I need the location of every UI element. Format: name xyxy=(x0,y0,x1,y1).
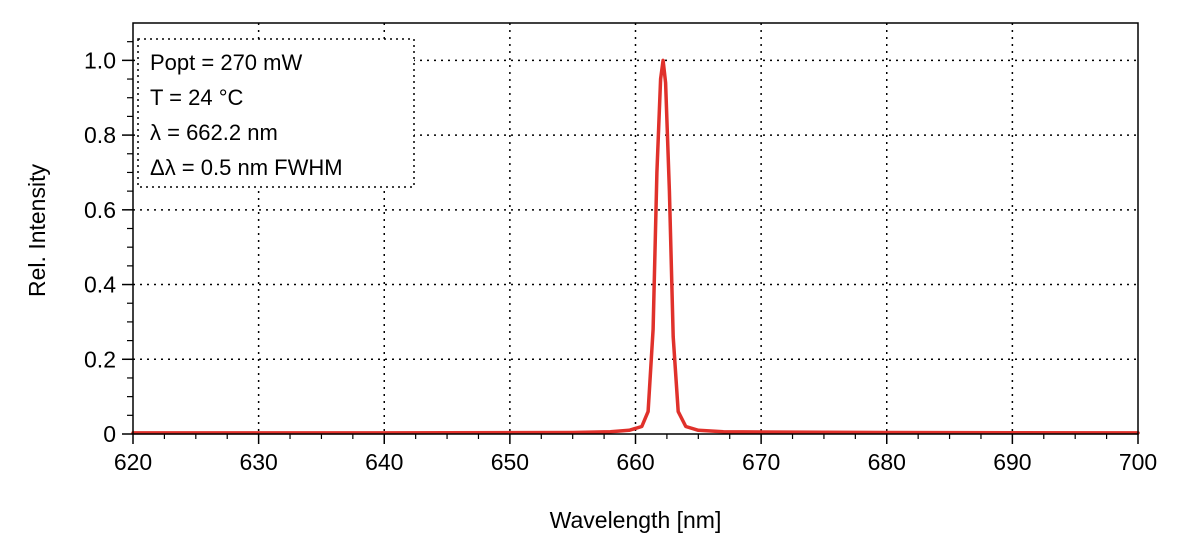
tick-layer: 620 630 640 650 660 670 680 690 700 0 0.2 0.4 0.6 0.8… xyxy=(84,47,1157,475)
x-tick-label: 640 xyxy=(365,449,403,475)
x-tick-label: 700 xyxy=(1119,449,1157,475)
annotation-wavelength: λ = 662.2 nm xyxy=(150,120,278,145)
y-axis-label: Rel. Intensity xyxy=(24,164,50,297)
annotation-linewidth: Δλ = 0.5 nm FWHM xyxy=(150,155,343,180)
minor-ticks xyxy=(127,41,1108,439)
x-tick-label: 680 xyxy=(868,449,906,475)
x-tick-label: 630 xyxy=(239,449,277,475)
annotation-box: Popt = 270 mW T = 24 °C λ = 662.2 nm Δλ … xyxy=(137,38,415,188)
y-tick-label: 1.0 xyxy=(84,47,116,73)
x-axis-label: Wavelength [nm] xyxy=(550,507,722,533)
spectrum-series-line xyxy=(131,58,1140,435)
x-tick-label: 690 xyxy=(993,449,1031,475)
y-tick-label: 0.8 xyxy=(84,122,116,148)
annotation-box-frame xyxy=(137,38,415,188)
annotation-temperature: T = 24 °C xyxy=(150,85,243,110)
x-tick-label: 620 xyxy=(114,449,152,475)
y-tick-label: 0.6 xyxy=(84,197,116,223)
series-layer xyxy=(131,58,1140,435)
y-tick-label: 0 xyxy=(103,421,116,447)
x-tick-label: 660 xyxy=(616,449,654,475)
annotation-power: Popt = 270 mW xyxy=(150,50,302,75)
x-tick-label: 670 xyxy=(742,449,780,475)
y-tick-label: 0.4 xyxy=(84,272,116,298)
x-tick-label: 650 xyxy=(491,449,529,475)
y-tick-label: 0.2 xyxy=(84,346,116,372)
